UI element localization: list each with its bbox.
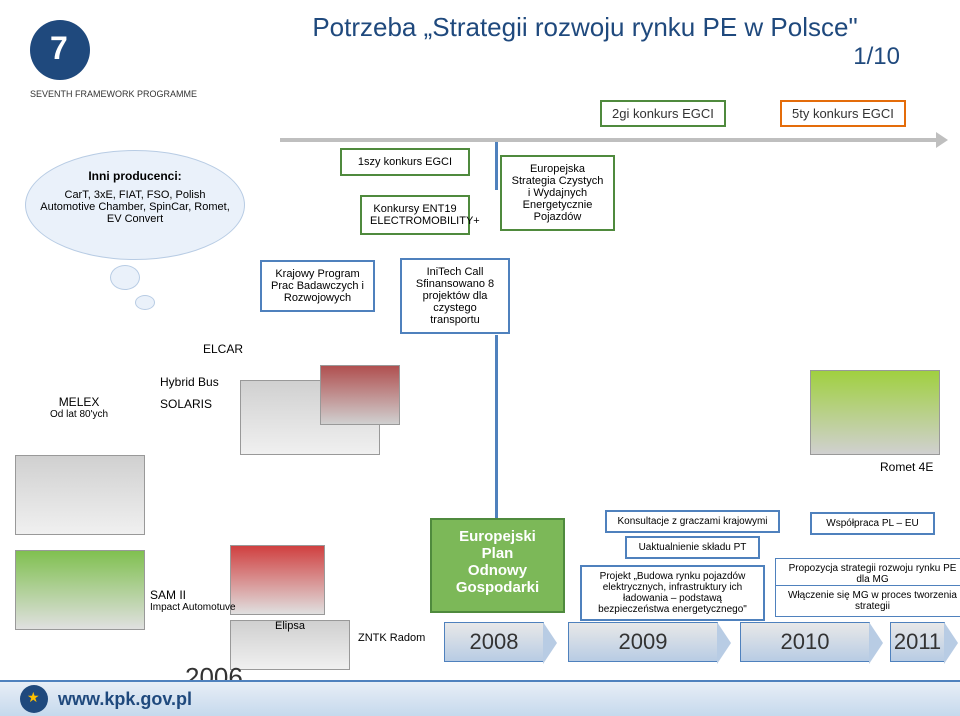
box-eur-strategy: Europejska Strategia Czystych i Wydajnyc… [500,155,615,231]
box-ent19: Konkursy ENT19 ELECTROMOBILITY+ [360,195,470,235]
timeline-axis [280,138,940,142]
year-arrow-2009: 2009 [568,622,718,662]
cloud-body: CarT, 3xE, FIAT, FSO, Polish Automotive … [38,189,232,225]
solaris-label: Hybrid Bus SOLARIS [160,375,219,411]
cloud-bubble [135,295,155,310]
year-arrow-2011: 2011 [890,622,945,662]
cloud-bubble [110,265,140,290]
zntk-label: ZNTK Radom [358,632,425,644]
romet-label: Romet 4E [880,460,933,474]
info-wspolpraca: Współpraca PL – EU [810,512,935,535]
sam-label: SAM II Impact Automotuve [150,588,236,613]
elipsa-label: Elipsa [275,620,305,632]
image-vehicle [320,365,400,425]
initech-body: Sfinansowano 8 projektów dla czystego tr… [410,278,500,326]
image-melex [15,455,145,535]
footer: www.kpk.gov.pl [0,680,960,716]
fp7-logo: SEVENTH FRAMEWORK PROGRAMME [30,20,210,110]
year-arrow-2008: 2008 [444,622,544,662]
page-title: Potrzeba „Strategii rozwoju rynku PE w P… [230,12,940,43]
box-initech: IniTech Call Sfinansowano 8 projektów dl… [400,258,510,334]
info-projekt: Projekt „Budowa rynku pojazdów elektrycz… [580,565,765,621]
footer-url: www.kpk.gov.pl [58,689,192,710]
image-elipsa [230,545,325,615]
producers-cloud: Inni producenci: CarT, 3xE, FIAT, FSO, P… [25,150,245,260]
image-romet [810,370,940,455]
footer-logo-icon [20,685,48,713]
legend-2gi-egci: 2gi konkurs EGCI [600,100,726,127]
year-arrow-2010: 2010 [740,622,870,662]
legend-5ty-egci: 5ty konkurs EGCI [780,100,906,127]
fp7-text: SEVENTH FRAMEWORK PROGRAMME [30,89,210,99]
info-wlaczenie: Włączenie się MG w proces tworzenia stra… [775,585,960,617]
plan-box: Europejski Plan Odnowy Gospodarki [430,518,565,613]
info-konsultacje: Konsultacje z graczami krajowymi [605,510,780,533]
info-uaktualnienie: Uaktualnienie składu PT [625,536,760,559]
initech-title: IniTech Call [410,266,500,278]
connector-line [495,142,498,190]
box-krajowy: Krajowy Program Prac Badawczych i Rozwoj… [260,260,375,312]
image-sam [15,550,145,630]
box-1szy-egci: 1szy konkurs EGCI [340,148,470,176]
page-subtitle: 1/10 [230,43,900,71]
elcar-label: ELCAR [195,340,251,358]
melex-label: MELEX Od lat 80'ych [50,395,108,420]
header: Potrzeba „Strategii rozwoju rynku PE w P… [230,12,940,71]
cloud-title: Inni producenci: [38,169,232,183]
